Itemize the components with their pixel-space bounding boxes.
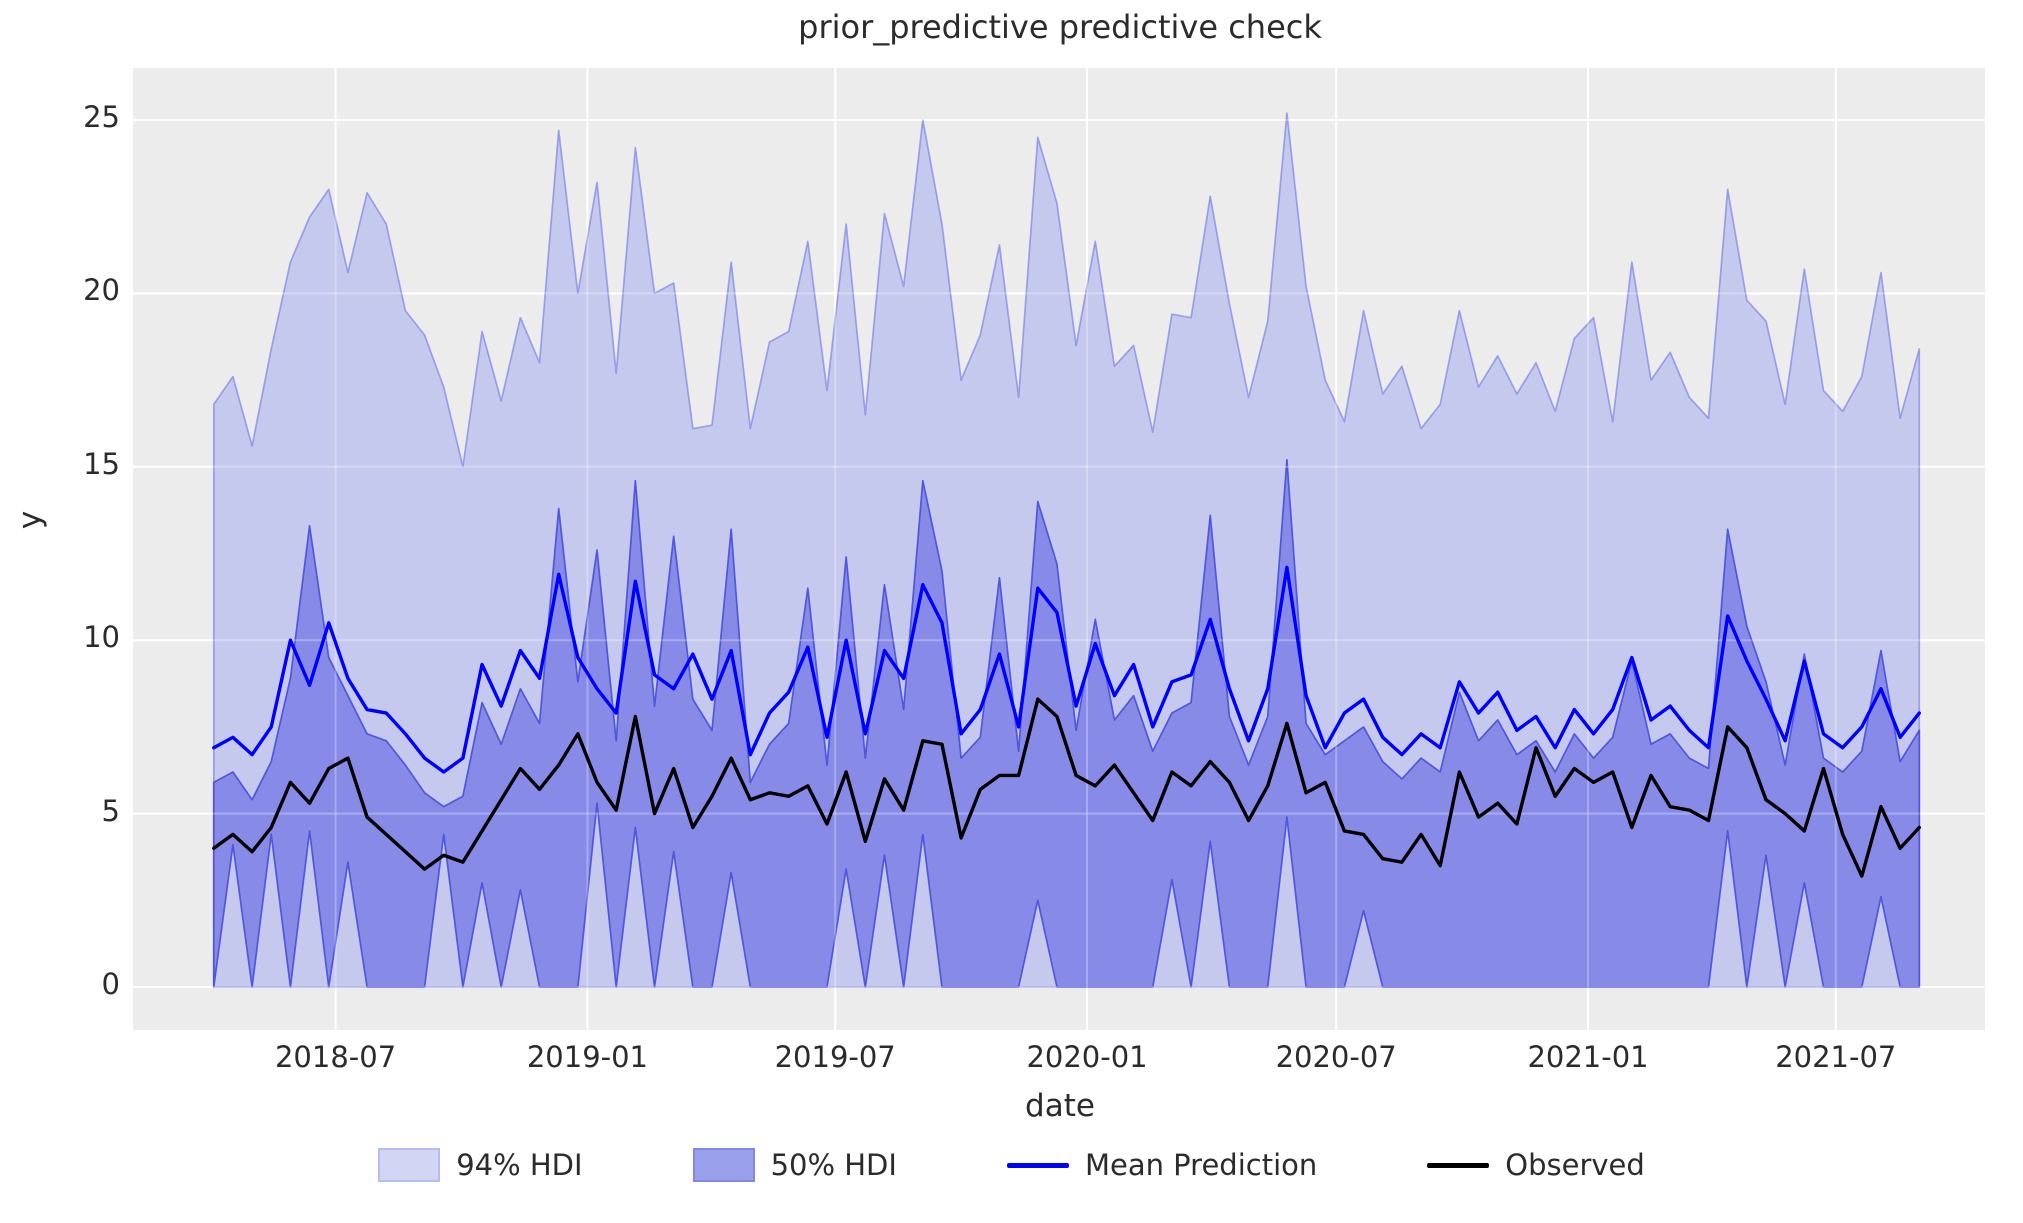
observed-line <box>212 697 1921 878</box>
legend-label: Mean Prediction <box>1084 1148 1318 1182</box>
x-axis-label: date <box>1025 1088 1095 1124</box>
y-tick-label: 10 <box>83 620 120 655</box>
legend-label: 94% HDI <box>456 1148 583 1182</box>
legend-item-50-hdi: 50% HDI <box>692 1148 897 1182</box>
hdi50-band <box>212 459 1921 988</box>
y-tick-label: 25 <box>83 100 120 135</box>
x-tick-label: 2021-07 <box>1775 1040 1897 1074</box>
hdi50-patch-icon <box>692 1148 755 1182</box>
x-tick-label: 2020-01 <box>1026 1040 1148 1074</box>
mean-prediction-line <box>212 565 1921 774</box>
mean-line-icon <box>1006 1162 1069 1168</box>
x-tick-label: 2018-07 <box>274 1040 397 1074</box>
x-tick-label: 2020-07 <box>1275 1040 1397 1074</box>
legend: 94% HDI 50% HDI Mean Prediction Observed <box>0 1148 2023 1182</box>
legend-label: 50% HDI <box>770 1148 897 1182</box>
y-tick-label: 20 <box>83 273 120 308</box>
hdi94-patch-icon <box>378 1148 441 1182</box>
x-tick-label: 2019-01 <box>526 1040 649 1074</box>
y-tick-label: 15 <box>83 446 120 481</box>
y-tick-label: 5 <box>101 793 120 828</box>
legend-label: Observed <box>1505 1148 1645 1182</box>
chart-title: prior_predictive predictive check <box>798 8 1322 46</box>
y-tick-label: 0 <box>101 966 120 1001</box>
observed-line-icon <box>1427 1162 1490 1168</box>
legend-item-94-hdi: 94% HDI <box>378 1148 583 1182</box>
x-tick-label: 2019-07 <box>774 1040 896 1074</box>
x-tick-label: 2021-01 <box>1527 1040 1649 1074</box>
legend-item-mean-prediction: Mean Prediction <box>1006 1148 1318 1182</box>
legend-item-observed: Observed <box>1427 1148 1645 1182</box>
